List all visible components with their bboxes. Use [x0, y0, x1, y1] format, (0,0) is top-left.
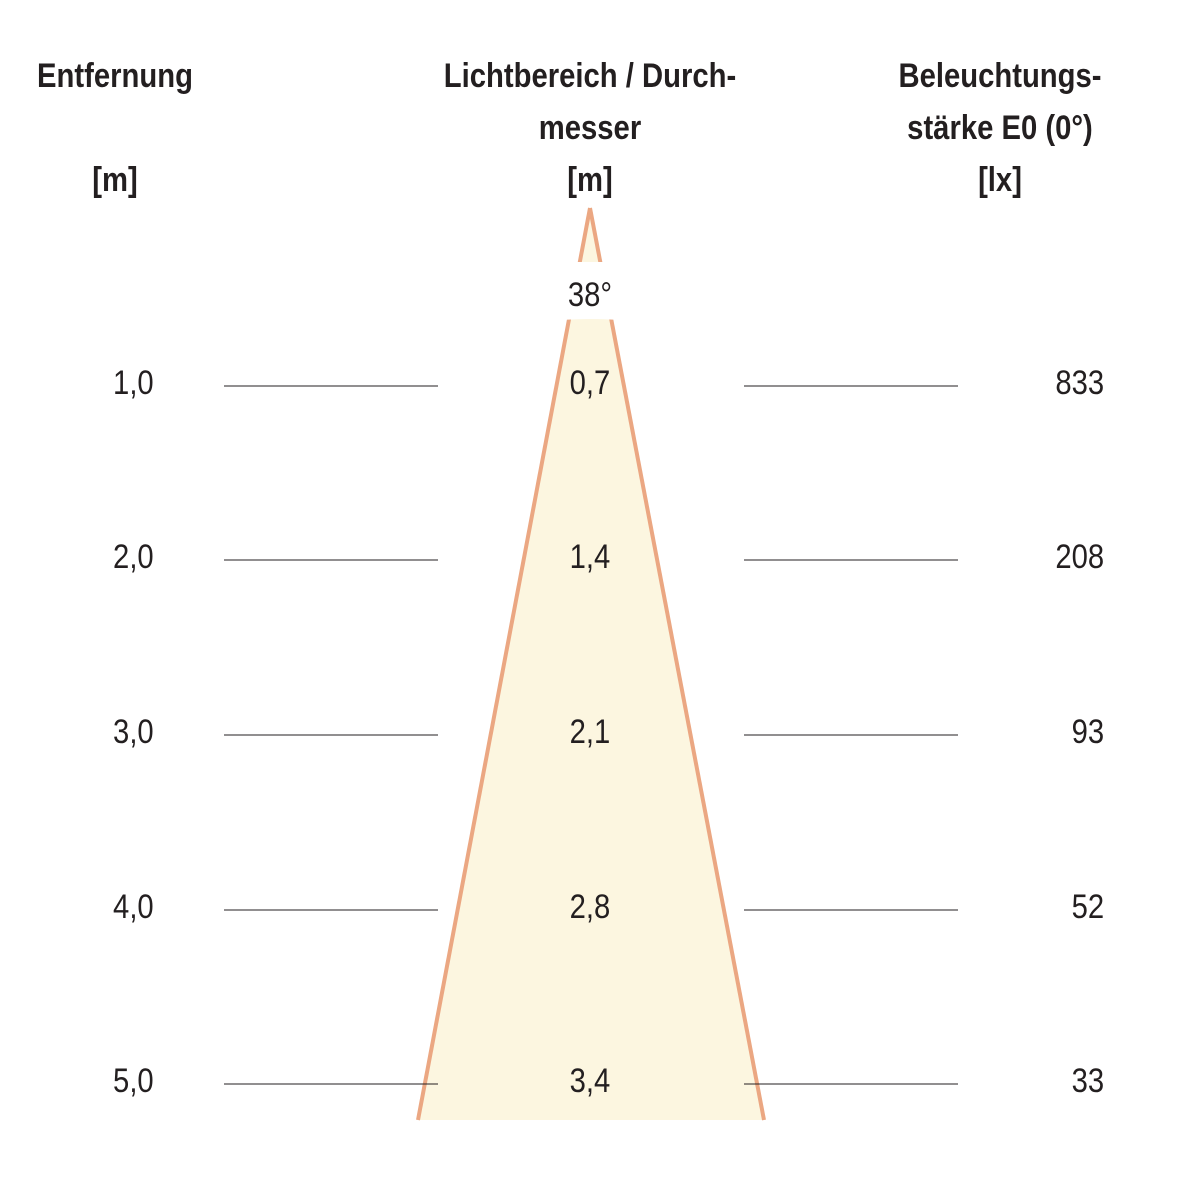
header-illuminance-label-2: stärke E0 (0°)	[907, 109, 1093, 147]
distance-value: 2,0	[113, 538, 154, 576]
header-diameter-unit: [m]	[567, 161, 613, 199]
diameter-value: 3,4	[569, 1062, 611, 1100]
diameter-value: 2,1	[569, 713, 611, 751]
light-cone-fill	[418, 208, 764, 1120]
angle-label-gap	[540, 262, 640, 322]
header-distance-label: Entfernung	[37, 57, 193, 95]
distance-value: 5,0	[113, 1062, 154, 1100]
header-diameter-label-2: messer	[538, 109, 642, 147]
diameter-value: 2,8	[569, 888, 611, 926]
diameter-value: 0,7	[569, 364, 611, 402]
illuminance-value: 208	[1055, 538, 1105, 576]
header-illuminance-label: Beleuchtungs-	[898, 57, 1102, 95]
beam-angle-label: 38°	[567, 276, 613, 314]
cone-left-edge	[416, 207, 592, 1121]
diameter-value: 1,4	[569, 538, 611, 576]
distance-value: 1,0	[113, 364, 154, 402]
illuminance-value: 33	[1071, 1062, 1105, 1100]
cone-right-edge	[588, 207, 766, 1121]
header-illuminance-unit: [lx]	[978, 161, 1022, 199]
illuminance-value: 833	[1055, 364, 1105, 402]
illuminance-value: 93	[1071, 713, 1105, 751]
header-diameter-label: Lichtbereich / Durch-	[443, 57, 737, 95]
illuminance-value: 52	[1071, 888, 1105, 926]
distance-value: 3,0	[113, 713, 154, 751]
header-diameter: Lichtbereich / Durch- messer [m]	[409, 50, 770, 206]
header-distance-unit: [m]	[92, 161, 138, 199]
header-illuminance: Beleuchtungs- stärke E0 (0°) [lx]	[871, 50, 1129, 206]
distance-value: 4,0	[113, 888, 154, 926]
header-distance: Entfernung [m]	[25, 50, 206, 206]
